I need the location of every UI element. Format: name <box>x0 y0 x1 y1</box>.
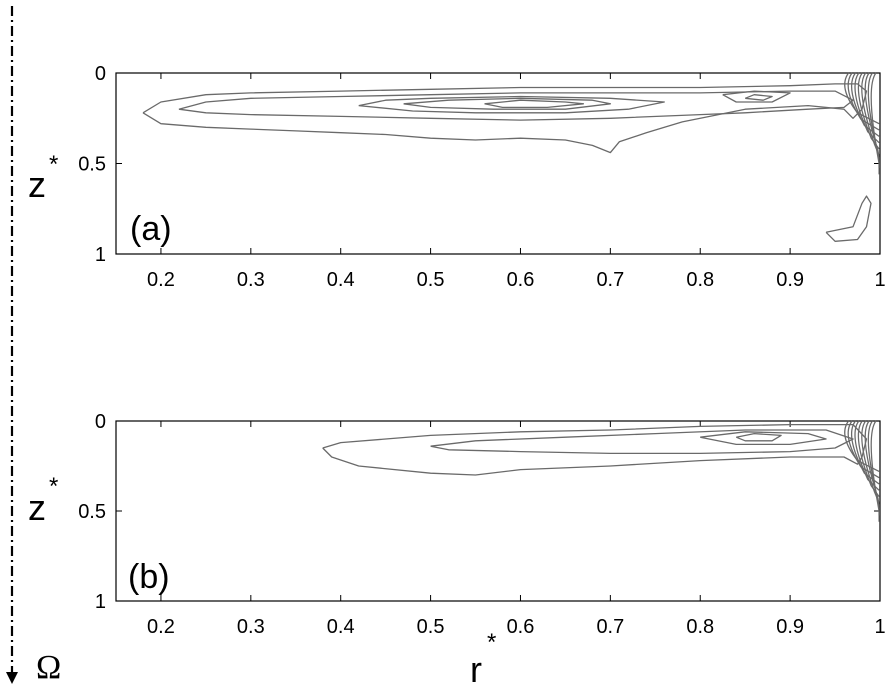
panel-b-ytick-label: 0 <box>95 411 106 433</box>
panel-a-xtick-label: 0.6 <box>507 269 535 291</box>
panel-b-xtick-label: 0.8 <box>686 616 714 638</box>
panel-b-xtick-label: 0.9 <box>776 616 804 638</box>
panel-b-frame <box>115 420 881 602</box>
panel-a-contour-line <box>358 95 665 114</box>
panel-a-ytick-label: 1 <box>95 244 106 266</box>
panel-a-xtick-label: 1 <box>874 269 885 291</box>
panel-a-xtick-label: 0.3 <box>237 269 265 291</box>
panel-b-wall-contour <box>861 420 880 504</box>
panel-a-xtick-label: 0.8 <box>686 269 714 291</box>
panel-a-label: (a) <box>130 210 172 248</box>
panel-b-ylabel: z <box>28 487 46 528</box>
panel-b-contour-line <box>700 431 827 446</box>
panel-a-xtick-label: 0.5 <box>417 269 445 291</box>
panel-b-contour-line <box>430 429 854 455</box>
panel-a-wall-contour <box>870 72 880 175</box>
omega-symbol: Ω <box>36 649 61 686</box>
panel-b-xtick-label: 0.5 <box>417 616 445 638</box>
panel-a-ylabel-star: * <box>49 151 58 178</box>
panel-a-contour-line <box>722 90 791 103</box>
panel-b-xtick-label: 0.6 <box>507 616 535 638</box>
panel-a-xtick-label: 0.9 <box>776 269 804 291</box>
panel-b-xtick-label: 0.2 <box>147 616 175 638</box>
panel-b-ylabel-star: * <box>49 473 58 500</box>
panel-b-wall-contour <box>857 420 880 497</box>
panel-a-wall-contour <box>867 72 880 168</box>
panel-b-xtick-label: 0.7 <box>596 616 624 638</box>
panel-a-contour-line <box>178 90 854 121</box>
panel-a-wall-contour <box>861 72 880 156</box>
panel-a-wall-contour <box>857 72 880 150</box>
panel-a: 0.2 0.3 0.4 0.5 0.6 0.7 0.8 0.9 1 0 0.5 1 (a) z * <box>28 63 886 291</box>
panel-a-contour-line <box>142 83 868 154</box>
panel-b-xtick-label: 0.4 <box>327 616 355 638</box>
panel-b-wall-contour <box>870 420 880 522</box>
panel-b-ytick-label: 1 <box>95 591 106 613</box>
panel-a-xtick-label: 0.4 <box>327 269 355 291</box>
panel-a-ytick-label: 0.5 <box>78 154 106 176</box>
panel-b-xlabel-star: * <box>487 629 496 656</box>
panel-b-contour-line <box>735 432 782 442</box>
panel-b-contour-line <box>322 423 868 476</box>
panel-b-contours <box>322 420 880 522</box>
panel-b-wall-contour <box>854 420 880 491</box>
rotation-arrow-icon <box>6 672 18 684</box>
panel-a-xtick-label: 0.7 <box>596 269 624 291</box>
panel-b-ticks: 0.2 0.3 0.4 0.5 0.6 0.7 0.8 0.9 1 0 0.5 1 <box>78 411 885 638</box>
panel-b-wall-contour <box>867 420 880 516</box>
panel-b-ytick-label: 0.5 <box>78 501 106 523</box>
panel-a-contour-line <box>744 94 773 101</box>
panel-a-contours <box>142 72 880 242</box>
panel-b-xtick-label: 1 <box>874 616 885 638</box>
panel-a-wall-contour <box>854 72 880 144</box>
panel-b-label: (b) <box>128 558 170 596</box>
panel-a-contour-line <box>825 195 872 242</box>
rotation-axis <box>6 6 18 684</box>
panel-b-xtick-label: 0.3 <box>237 616 265 638</box>
panel-a-ylabel: z <box>28 164 46 205</box>
panel-b-xlabel: r <box>470 649 482 688</box>
panel-a-contour-line <box>403 97 612 110</box>
panel-a-contour-line <box>484 99 585 109</box>
panel-b: 0.2 0.3 0.4 0.5 0.6 0.7 0.8 0.9 1 0 0.5 1 (b) z * r… <box>28 411 886 688</box>
panel-a-ticks: 0.2 0.3 0.4 0.5 0.6 0.7 0.8 0.9 1 0 0.5 1 <box>78 63 885 291</box>
panel-a-xtick-label: 0.2 <box>147 269 175 291</box>
panel-a-ytick-label: 0 <box>95 63 106 85</box>
